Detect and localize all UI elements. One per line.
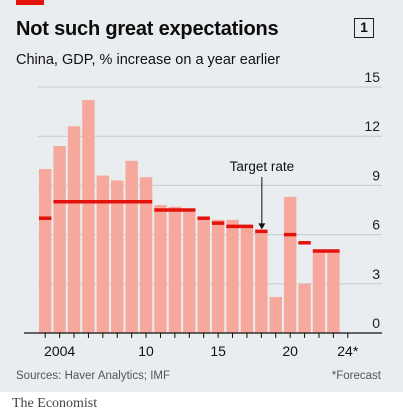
bar [169,207,181,333]
y-tick-label: 12 [364,118,380,134]
bar [183,212,195,333]
target-rate-annotation: Target rate [230,159,295,174]
bar [212,220,224,333]
bar [154,205,166,333]
bar [327,251,339,333]
bar [82,100,94,333]
annotation-arrowhead [258,223,265,229]
x-tick-label: 2004 [44,343,75,359]
y-tick-label: 9 [372,167,380,183]
bar [198,218,210,333]
bar [270,297,282,333]
y-tick-label: 3 [372,266,380,282]
forecast-footnote: *Forecast [332,370,381,382]
gdp-growth-chart: 0 3 6 9 12 15 Target rate 2004 10 15 20 24* [0,0,403,392]
bar [241,225,253,333]
bar [255,233,267,333]
bar [53,146,65,333]
y-tick-label: 6 [372,217,380,233]
sources-note: Sources: Haver Analytics; IMF [16,370,170,382]
x-tick-label: 24* [337,343,359,359]
x-tick-label: 15 [210,343,226,359]
publisher-brand: The Economist [12,396,97,412]
x-tick-label: 10 [138,343,154,359]
y-tick-label: 15 [364,69,380,85]
bar [39,169,51,333]
x-tick-label: 20 [282,343,298,359]
bar [284,197,296,333]
bar [125,161,137,333]
bar [313,251,325,333]
bar [226,220,238,333]
bar [97,176,109,333]
bar [68,126,80,333]
bar [298,284,310,333]
y-tick-label: 0 [372,315,380,331]
